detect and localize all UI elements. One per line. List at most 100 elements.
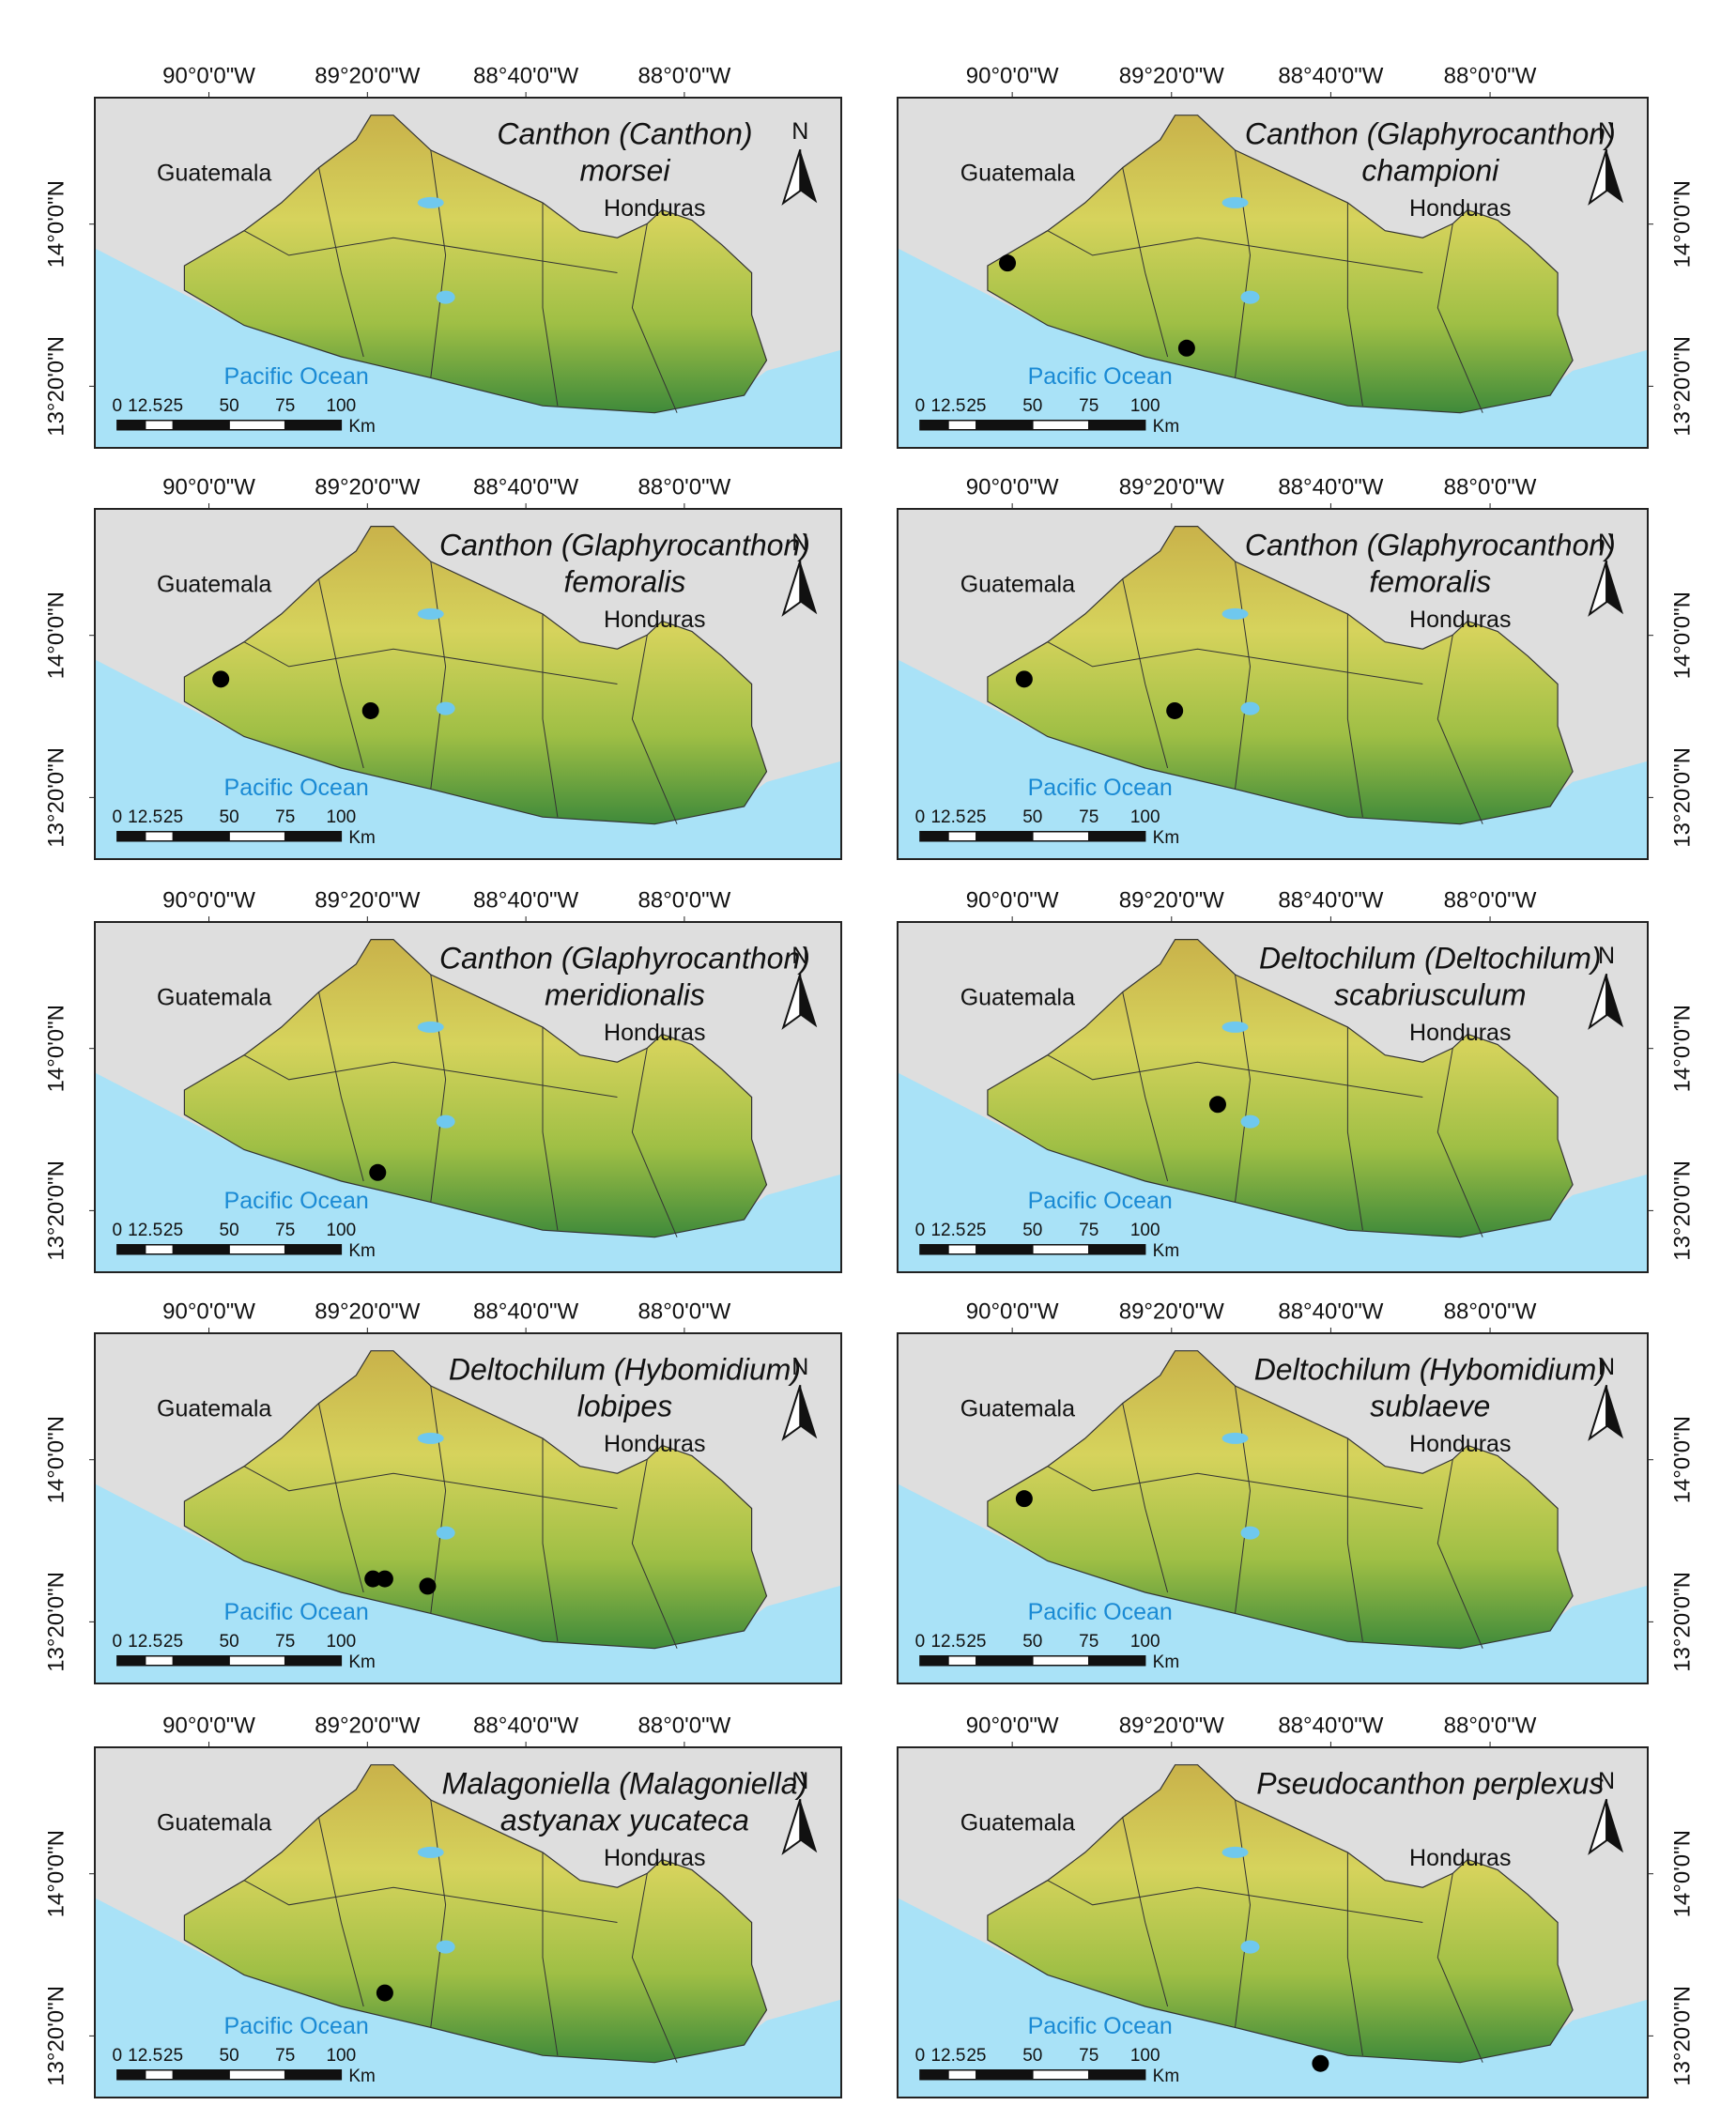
scale-segment	[284, 831, 343, 842]
scale-label: 0	[915, 2046, 926, 2066]
lon-tick-label: 89°20'0"W	[315, 63, 420, 88]
scale-segment	[976, 420, 1034, 431]
scale-label: 25	[966, 1632, 986, 1652]
lon-tick-label: 89°20'0"W	[315, 887, 420, 913]
map-panel: 90°0'0"W 89°20'0"W 88°40'0"W 88°0'0"W 14°0'0…	[897, 887, 1695, 1273]
lake	[1240, 290, 1260, 304]
scale-label: 75	[1079, 396, 1098, 416]
ocean	[95, 1483, 841, 1683]
scale-unit: Km	[1153, 2067, 1180, 2086]
scale-label: 100	[326, 807, 356, 827]
el-salvador	[987, 1350, 1574, 1650]
north-label: N	[1598, 943, 1615, 969]
north-label: N	[1598, 1354, 1615, 1380]
scale-label: 0	[113, 807, 123, 827]
ocean	[898, 248, 1648, 448]
country-label: Honduras	[1409, 1845, 1511, 1871]
lake	[417, 1021, 444, 1033]
country-label: Honduras	[604, 1431, 705, 1457]
scale-segment	[947, 831, 977, 842]
el-salvador	[183, 115, 768, 414]
scale-segment	[144, 1244, 175, 1255]
department-border	[1436, 635, 1483, 824]
ocean-label: Pacific Ocean	[224, 363, 369, 390]
map-panel: 90°0'0"W 89°20'0"W 88°40'0"W 88°0'0"W 14°0'0…	[43, 63, 842, 449]
department-border	[1122, 1817, 1169, 2007]
ocean	[898, 1072, 1648, 1272]
scale-unit: Km	[1153, 1241, 1180, 1261]
department-border	[1436, 1048, 1483, 1237]
occurrence-point	[1015, 1490, 1033, 1508]
ocean-label: Pacific Ocean	[224, 775, 369, 801]
el-salvador	[987, 938, 1574, 1238]
department-border	[1047, 641, 1423, 684]
scale-segment	[1087, 1655, 1146, 1667]
department-border	[1436, 1459, 1483, 1649]
lon-tick-label: 89°20'0"W	[1119, 887, 1224, 913]
department-border	[631, 223, 678, 413]
scale-segment	[116, 420, 146, 431]
scale-label: 25	[966, 1221, 986, 1240]
scale-segment	[976, 2069, 1034, 2081]
department-border	[631, 1048, 678, 1237]
lon-tick-label: 90°0'0"W	[162, 63, 255, 88]
north-arrow	[1606, 1385, 1624, 1439]
scale-label: 0	[113, 1632, 123, 1652]
country-label: Guatemala	[157, 985, 271, 1011]
lon-tick-label: 89°20'0"W	[1119, 1299, 1224, 1324]
lake	[436, 290, 455, 304]
department-border	[430, 149, 447, 378]
department-border	[542, 1437, 559, 1642]
lon-tick-label: 88°40'0"W	[473, 887, 578, 913]
lon-tick-label: 90°0'0"W	[162, 474, 255, 500]
lon-tick-label: 88°0'0"W	[638, 474, 731, 500]
lon-tick-label: 88°40'0"W	[1278, 63, 1383, 88]
lake	[1221, 1021, 1249, 1033]
lat-tick-label: 13°20'0"N	[43, 1986, 69, 2086]
scale-label: 75	[1079, 807, 1098, 827]
scale-segment	[1032, 1655, 1090, 1667]
scale-unit: Km	[348, 1241, 376, 1261]
lake	[1221, 1432, 1249, 1444]
lon-tick-label: 90°0'0"W	[966, 1299, 1059, 1324]
species-title: lobipes	[577, 1390, 672, 1423]
frame	[897, 921, 1649, 1273]
scale-segment	[172, 1244, 230, 1255]
department-border	[1122, 167, 1169, 358]
department-border	[1346, 202, 1363, 407]
scale-label: 75	[1079, 2046, 1098, 2066]
department-border	[631, 635, 678, 824]
scale-unit: Km	[348, 828, 376, 848]
department-border	[243, 641, 618, 684]
scale-unit: Km	[1153, 1652, 1180, 1672]
lon-tick-label: 88°0'0"W	[638, 1713, 731, 1738]
lon-tick-label: 88°0'0"W	[638, 887, 731, 913]
scale-label: 12.5	[930, 396, 965, 416]
scale-label: 100	[1130, 1221, 1160, 1240]
scale-label: 50	[1022, 807, 1042, 827]
species-title: Canthon (Glaphyrocanthon)	[439, 528, 810, 561]
scale-label: 0	[915, 1632, 926, 1652]
scale-segment	[1087, 831, 1146, 842]
department-border	[542, 202, 559, 407]
map-panel: 90°0'0"W 89°20'0"W 88°40'0"W 88°0'0"W 14°0'0…	[43, 1299, 842, 1684]
department-border	[1235, 1385, 1252, 1614]
el-salvador	[987, 115, 1574, 414]
ocean	[898, 1898, 1648, 2098]
scale-label: 100	[326, 396, 356, 416]
scale-label: 25	[966, 807, 986, 827]
scale-segment	[144, 1655, 175, 1667]
north-arrow	[1606, 561, 1624, 615]
scale-segment	[947, 1655, 977, 1667]
scale-label: 50	[1022, 1632, 1042, 1652]
north-label: N	[1598, 530, 1615, 556]
north-arrow	[1606, 149, 1624, 204]
scale-label: 12.5	[930, 1632, 965, 1652]
department-border	[1047, 230, 1423, 273]
lake	[417, 1846, 444, 1858]
lat-tick-label: 13°20'0"N	[1669, 1572, 1695, 1672]
ocean	[898, 1483, 1648, 1683]
occurrence-point	[1177, 339, 1195, 357]
scale-unit: Km	[1153, 417, 1180, 437]
